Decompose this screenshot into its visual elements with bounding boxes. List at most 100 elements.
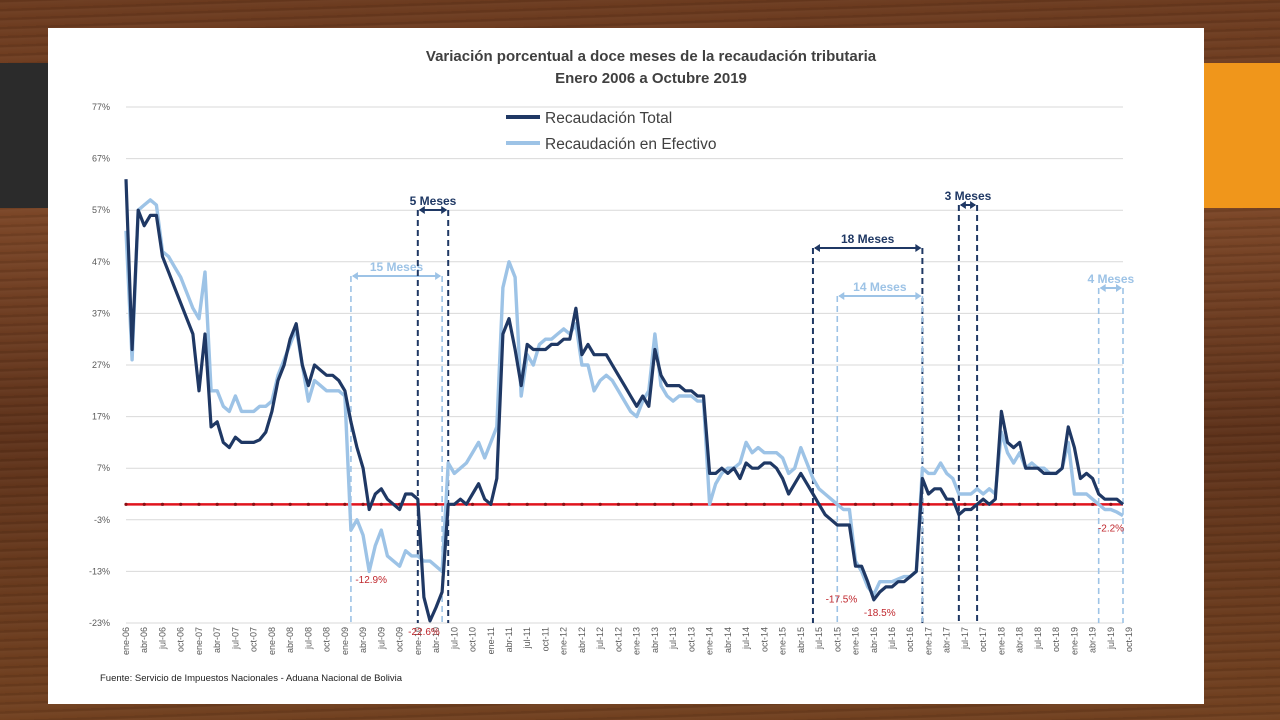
x-tick-label: abr-16	[869, 627, 879, 653]
y-tick-label: 57%	[92, 205, 110, 215]
x-tick-label: abr-09	[358, 627, 368, 653]
x-tick-label: oct-15	[832, 627, 842, 652]
zero-line-marker	[635, 502, 639, 506]
x-tick-label: ene-13	[632, 627, 642, 655]
x-tick-label: jul-12	[595, 627, 605, 650]
x-tick-label: jul-16	[887, 627, 897, 650]
zero-line-marker	[945, 502, 949, 506]
slide: Variación porcentual a doce meses de la …	[48, 28, 1204, 704]
annotation-arrow-right	[915, 244, 922, 252]
zero-line-marker	[197, 502, 201, 506]
zero-line-marker	[160, 502, 165, 506]
x-tick-label: ene-10	[413, 627, 423, 655]
y-tick-label: 17%	[92, 412, 110, 422]
annotation-arrow-left	[813, 244, 820, 252]
annotation-arrow-left	[351, 272, 358, 280]
x-tick-label: abr-17	[942, 627, 952, 653]
x-tick-label: oct-10	[468, 627, 478, 652]
x-tick-label: abr-14	[723, 627, 733, 653]
x-tick-label: oct-19	[1124, 627, 1134, 652]
y-tick-label: 37%	[92, 308, 110, 318]
zero-line-marker	[689, 502, 693, 506]
zero-line-marker	[780, 502, 785, 506]
reference-line-layer	[124, 502, 1123, 506]
x-tick-label: oct-18	[1051, 627, 1061, 652]
zero-line-marker	[306, 502, 310, 506]
legend-label-efectivo: Recaudación en Efectivo	[545, 136, 716, 153]
x-tick-label: ene-16	[851, 627, 861, 655]
zero-line-marker	[215, 502, 219, 506]
zero-line-marker	[653, 502, 657, 506]
annotation-label: 4 Meses	[1087, 272, 1134, 286]
x-tick-label: ene-08	[267, 627, 277, 655]
x-tick-label: abr-15	[796, 627, 806, 653]
y-tick-label: -3%	[94, 515, 110, 525]
line-chart: 77% 67% 57% 47% 37% 27% 17% 7% -3% -13% -23% ene-0…	[89, 102, 1135, 655]
y-tick-label: 77%	[92, 102, 110, 112]
zero-line-marker	[1018, 502, 1022, 506]
zero-line-marker	[252, 502, 256, 506]
chart-title: Variación porcentual a doce meses de la …	[425, 48, 877, 65]
annotation-arrow-left	[418, 206, 425, 214]
x-tick-label: ene-11	[486, 627, 496, 654]
zero-line-marker	[598, 502, 602, 506]
annotation-label: 5 Meses	[410, 194, 457, 208]
zero-line-marker	[872, 502, 876, 506]
x-tick-label: jul-07	[230, 627, 240, 650]
zero-line-marker	[999, 502, 1004, 506]
annotation-layer: 15 Meses 5 Meses 18 Meses 14 Meses 3 Meses 4 …	[350, 189, 1135, 623]
data-label-layer: -12.9% -22.6% -17.5% -18.5% -2.2%	[355, 524, 1124, 638]
y-tick-label: 67%	[92, 154, 110, 164]
x-tick-label: jul-08	[303, 627, 313, 650]
data-label: -18.5%	[864, 608, 896, 619]
zero-line-marker	[963, 502, 967, 506]
x-tick-label: abr-18	[1015, 627, 1025, 653]
data-label: -22.6%	[408, 627, 440, 638]
dark-accent-bar	[0, 63, 48, 208]
zero-line-marker	[179, 502, 183, 506]
zero-line-marker	[325, 502, 329, 506]
x-tick-label: ene-19	[1069, 627, 1079, 655]
zero-line-marker	[1072, 502, 1076, 506]
y-tick-label: -23%	[89, 618, 110, 628]
data-label: -2.2%	[1098, 524, 1124, 535]
series-layer	[124, 179, 1125, 623]
x-tick-label: oct-08	[322, 627, 332, 652]
annotation-label: 18 Meses	[841, 232, 895, 246]
y-tick-label: 47%	[92, 257, 110, 267]
x-tick-label: jul-19	[1106, 627, 1116, 650]
annotation-arrow-right	[1116, 284, 1122, 292]
zero-line-marker	[1054, 502, 1058, 506]
x-tick-label: abr-07	[212, 627, 222, 653]
zero-line-marker	[616, 502, 621, 506]
zero-line-marker	[233, 502, 238, 506]
zero-line-marker	[926, 502, 931, 506]
chart-subtitle: Enero 2006 a Octubre 2019	[555, 70, 747, 87]
zero-line-marker	[361, 502, 365, 506]
x-tick-label: oct-14	[759, 627, 769, 652]
x-tick-label: abr-06	[139, 627, 149, 653]
annotation-label: 15 Meses	[370, 260, 424, 274]
y-axis-ticks: 77% 67% 57% 47% 37% 27% 17% 7% -3% -13% -23%	[89, 102, 110, 628]
x-tick-label: abr-12	[577, 627, 587, 653]
annotation-arrow-left	[1099, 284, 1106, 292]
x-tick-label: oct-09	[395, 627, 405, 652]
x-tick-label: ene-07	[194, 627, 204, 655]
x-tick-label: jul-06	[157, 627, 167, 650]
zero-line-marker	[726, 502, 730, 506]
zero-line-marker	[1036, 502, 1040, 506]
orange-accent-bar	[1204, 63, 1280, 208]
x-tick-label: oct-11	[540, 627, 550, 651]
x-tick-label: abr-11	[504, 627, 514, 652]
zero-line-marker	[270, 502, 274, 506]
data-label: -12.9%	[355, 575, 387, 586]
x-tick-label: oct-16	[905, 627, 915, 652]
annotation-label: 14 Meses	[853, 280, 907, 294]
zero-line-marker	[288, 502, 292, 506]
chart-title-block: Variación porcentual a doce meses de la …	[48, 46, 1204, 90]
y-tick-label: 27%	[92, 360, 110, 370]
x-tick-label: ene-18	[996, 627, 1006, 655]
annotation-arrow-right	[441, 206, 448, 214]
x-tick-label: jul-15	[814, 627, 824, 650]
zero-line-marker	[142, 502, 146, 506]
